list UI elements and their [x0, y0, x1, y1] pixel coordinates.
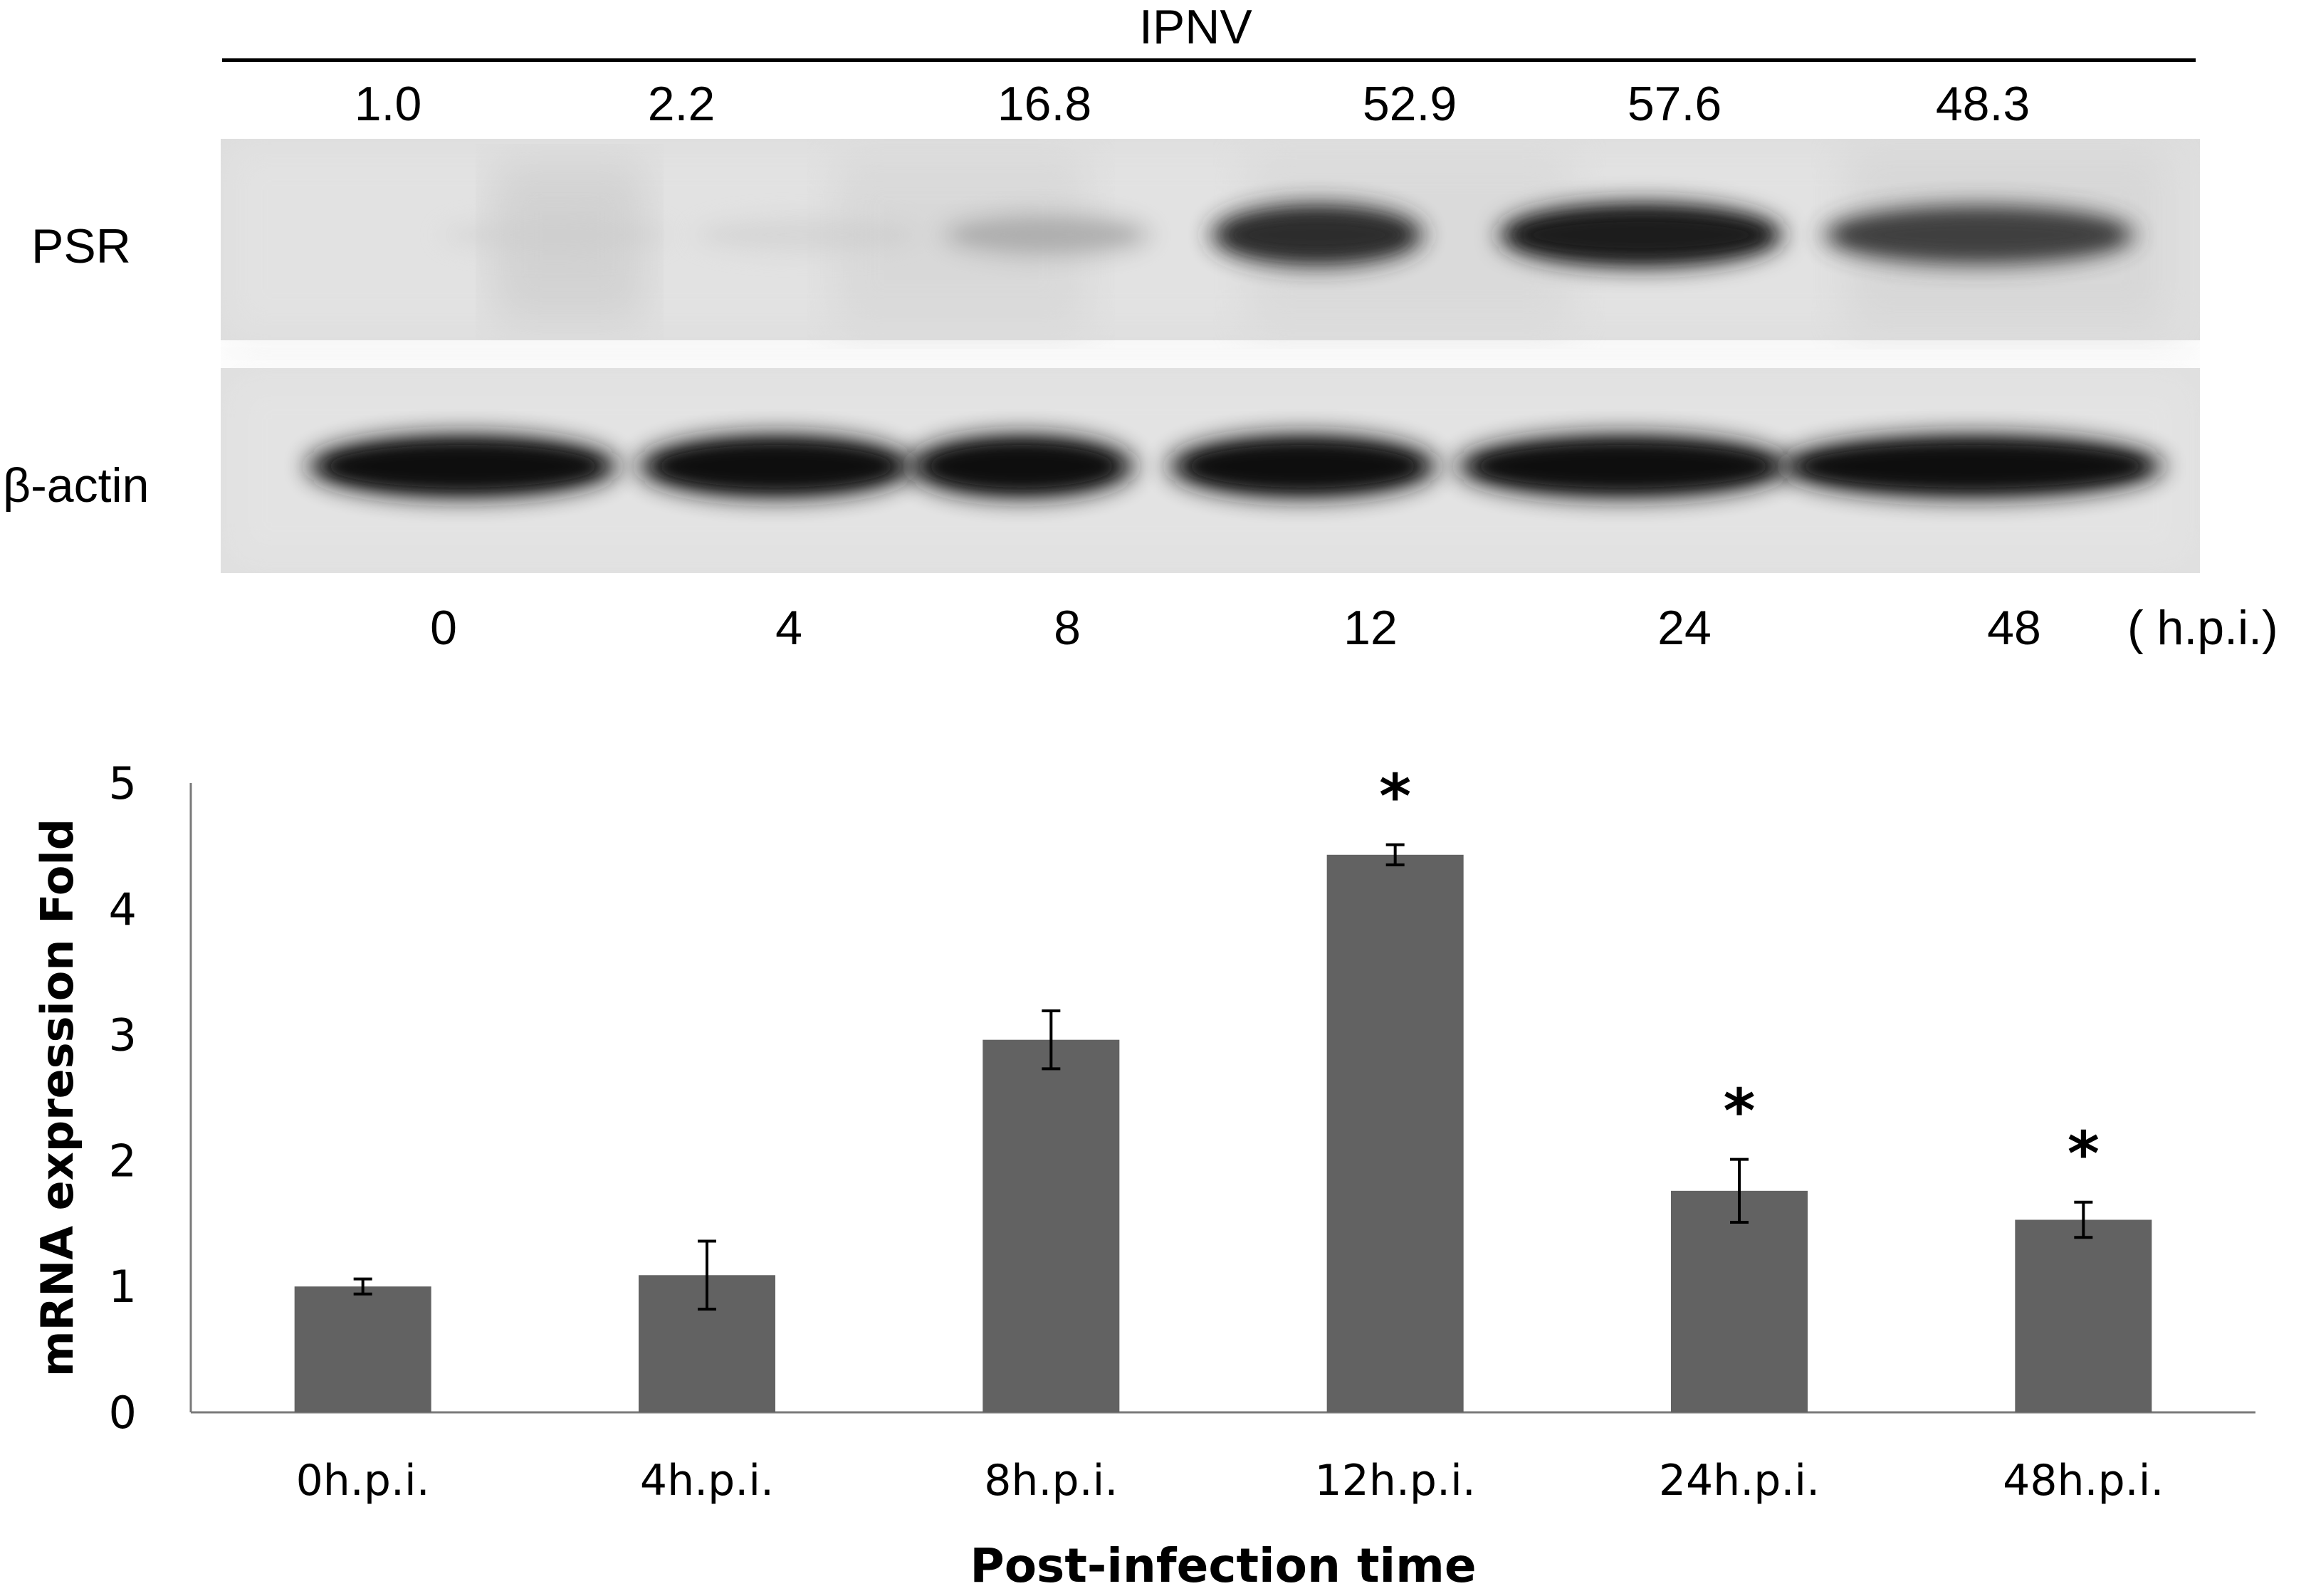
x-tick-label: 12h.p.i. — [1314, 1456, 1475, 1506]
time-label-24: 24 — [1657, 601, 1712, 655]
beta-actin-band-core-8h — [929, 445, 1114, 488]
time-label-12: 12 — [1343, 601, 1398, 655]
chart-labels: 0h.p.i. 4h.p.i. 8h.p.i. 12h.p.i. 24h.p.i. 48h… — [31, 819, 2164, 1593]
beta-actin-band-core-24h — [1477, 445, 1769, 488]
x-tick-label: 24h.p.i. — [1659, 1456, 1820, 1506]
psr-band-core-0h — [456, 223, 655, 247]
psr-band-core-24h — [1516, 215, 1766, 255]
x-tick-label: 4h.p.i. — [640, 1456, 774, 1506]
chart-bars: * * * — [294, 762, 2152, 1412]
y-axis-title: mRNA expression Fold — [31, 819, 83, 1377]
beta-actin-band-core-48h — [1801, 445, 2143, 488]
x-axis-title: Post-infection time — [970, 1538, 1476, 1593]
x-tick-label: 48h.p.i. — [2003, 1456, 2164, 1506]
x-tick-label: 8h.p.i. — [984, 1456, 1118, 1506]
psr-band-core-8h — [958, 221, 1136, 249]
significance-marker: * — [1724, 1076, 1756, 1148]
y-tick-label: 3 — [109, 1009, 137, 1061]
significance-marker: * — [1379, 762, 1411, 833]
time-label-8: 8 — [1054, 601, 1081, 655]
beta-actin-band-core-12h — [1189, 445, 1417, 488]
row-label-beta-actin: β-actin — [3, 458, 150, 513]
band-value-48h: 48.3 — [1935, 77, 2030, 131]
row-label-psr: PSR — [31, 219, 131, 273]
band-value-0h: 1.0 — [354, 77, 422, 131]
psr-band-core-4h — [708, 223, 908, 247]
band-value-4h: 2.2 — [647, 77, 716, 131]
band-value-12h: 52.9 — [1362, 77, 1457, 131]
y-tick-label: 4 — [109, 883, 137, 935]
beta-actin-band-core-0h — [327, 445, 598, 488]
bar-24h.p.i. — [1671, 1190, 1808, 1412]
chart-axes: 0 1 2 3 4 5 — [109, 757, 2255, 1439]
time-label-4: 4 — [775, 601, 802, 655]
treatment-label: IPNV — [1139, 0, 1252, 54]
y-tick-label: 2 — [109, 1135, 137, 1187]
bar-12h.p.i. — [1326, 854, 1464, 1412]
band-value-24h: 57.6 — [1627, 77, 1722, 131]
time-label-0: 0 — [430, 601, 457, 655]
band-value-8h: 16.8 — [997, 77, 1092, 131]
bar-8h.p.i. — [982, 1039, 1120, 1412]
bar-chart: 0 1 2 3 4 5 * * * 0h.p.i. 4h.p.i. 8h.p.i. 12h.p.i.… — [31, 757, 2255, 1593]
y-tick-label: 1 — [109, 1261, 137, 1313]
bar-48h.p.i. — [2015, 1219, 2152, 1412]
psr-band-core-48h — [1840, 216, 2118, 254]
psr-bands — [438, 202, 2136, 268]
y-tick-label: 5 — [109, 757, 137, 809]
time-unit-label: ( h.p.i.) — [2127, 601, 2278, 655]
blot-image — [221, 139, 2200, 573]
significance-marker: * — [2068, 1119, 2100, 1190]
psr-band-core-12h — [1228, 215, 1406, 255]
treatment-line — [222, 58, 2196, 62]
beta-actin-bands — [306, 434, 2164, 499]
bar-0h.p.i. — [294, 1286, 431, 1412]
y-tick-label: 0 — [109, 1387, 137, 1439]
time-label-48: 48 — [1987, 601, 2041, 655]
beta-actin-band-core-4h — [659, 445, 894, 488]
x-tick-label: 0h.p.i. — [296, 1456, 430, 1506]
